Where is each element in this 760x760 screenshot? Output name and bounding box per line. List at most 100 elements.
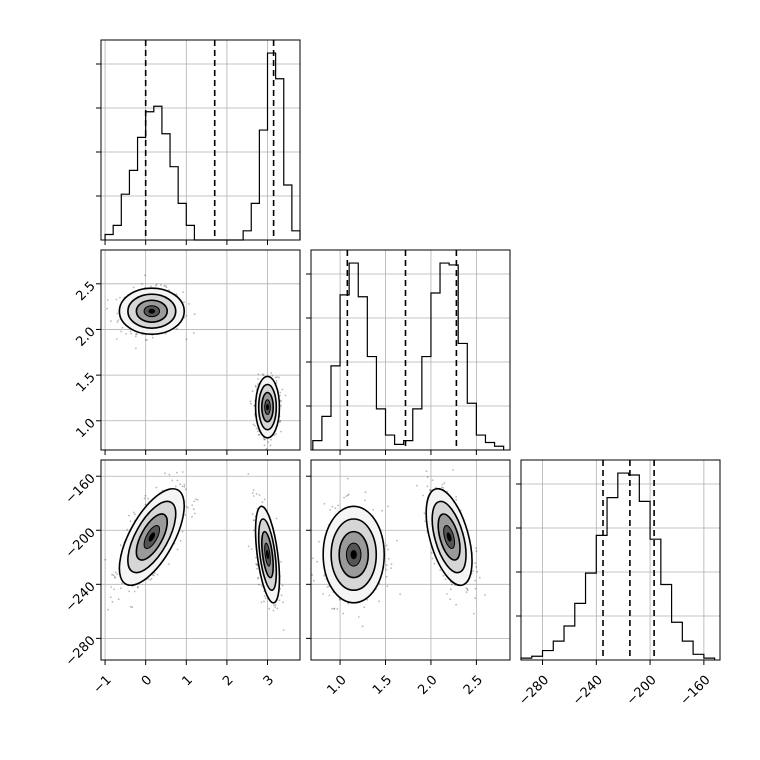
scatter-point — [390, 563, 393, 566]
scatter-point — [423, 512, 426, 515]
scatter-point — [181, 485, 184, 488]
scatter-point — [264, 438, 266, 441]
scatter-point — [253, 424, 256, 427]
scatter-point — [247, 473, 250, 475]
scatter-point — [263, 438, 265, 441]
scatter-point — [274, 606, 277, 609]
scatter-point — [331, 505, 334, 508]
scatter-point — [119, 544, 122, 547]
y-tick-label: 1.5 — [73, 370, 98, 395]
scatter-point — [347, 602, 349, 605]
scatter-point — [257, 373, 260, 376]
scatter-point — [168, 473, 171, 476]
scatter-2-1 — [311, 469, 486, 628]
scatter-point — [112, 574, 115, 577]
scatter-point — [364, 491, 367, 494]
scatter-point — [431, 479, 434, 481]
scatter-point — [184, 514, 187, 516]
histogram-p1 — [312, 262, 505, 450]
scatter-point — [263, 444, 266, 447]
scatter-point — [312, 557, 314, 560]
scatter-point — [422, 494, 425, 497]
scatter-point — [111, 573, 113, 576]
scatter-point — [347, 493, 350, 496]
scatter-point — [196, 498, 199, 501]
scatter-point — [144, 274, 146, 277]
scatter-point — [278, 599, 281, 602]
contour-level-4 — [350, 549, 357, 560]
scatter-point — [476, 570, 479, 573]
scatter-point — [357, 616, 360, 618]
scatter-point — [115, 338, 118, 340]
scatter-point — [431, 557, 434, 560]
y-tick-label: −280 — [63, 633, 99, 669]
scatter-point — [183, 301, 185, 304]
scatter-point — [257, 576, 260, 579]
scatter-point — [441, 483, 444, 486]
scatter-point — [144, 339, 147, 341]
scatter-point — [466, 588, 469, 590]
panel-frame — [100, 39, 301, 241]
scatter-point — [475, 547, 477, 549]
scatter-point — [252, 423, 255, 426]
scatter-point — [326, 586, 329, 588]
scatter-point — [114, 576, 116, 578]
scatter-point — [472, 570, 474, 573]
y-tick-label: 2.0 — [73, 325, 98, 350]
scatter-point — [426, 485, 429, 488]
x-tick-label: 2 — [220, 673, 236, 689]
scatter-point — [439, 569, 442, 572]
scatter-point — [311, 574, 314, 576]
scatter-point — [263, 498, 266, 501]
scatter-point — [130, 332, 133, 335]
scatter-point — [191, 515, 193, 518]
x-tick-label: 1 — [179, 673, 195, 689]
scatter-point — [253, 519, 256, 522]
scatter-point — [429, 489, 432, 491]
panel-0-0 — [101, 40, 300, 240]
scatter-point — [193, 313, 196, 316]
panel-2-2 — [521, 460, 720, 660]
x-tick-label: −200 — [624, 673, 660, 709]
scatter-point — [171, 479, 174, 482]
scatter-point — [252, 495, 255, 497]
scatter-point — [265, 447, 268, 450]
scatter-point — [144, 503, 147, 506]
scatter-point — [465, 587, 468, 589]
scatter-point — [250, 402, 252, 405]
scatter-point — [331, 607, 333, 610]
scatter-point — [328, 594, 331, 597]
scatter-point — [256, 563, 258, 566]
scatter-point — [343, 496, 345, 499]
scatter-point — [455, 603, 457, 606]
scatter-point — [113, 588, 116, 591]
scatter-point — [455, 496, 457, 498]
scatter-point — [433, 562, 436, 565]
scatter-point — [156, 573, 159, 576]
scatter-point — [268, 607, 271, 610]
scatter-point — [363, 606, 366, 609]
scatter-point — [119, 296, 121, 299]
scatter-point — [109, 596, 112, 599]
scatter-point — [346, 477, 349, 480]
scatter-point — [116, 312, 119, 315]
scatter-point — [416, 484, 418, 487]
scatter-point — [176, 479, 179, 482]
scatter-point — [136, 333, 138, 336]
scatter-point — [385, 568, 388, 571]
scatter-point — [117, 319, 120, 322]
contour-level-4 — [265, 403, 270, 411]
scatter-point — [257, 434, 260, 436]
scatter-point — [258, 583, 260, 586]
scatter-point — [264, 452, 266, 454]
scatter-point — [188, 303, 190, 305]
scatter-point — [143, 497, 146, 500]
scatter-point — [193, 500, 196, 503]
scatter-point — [270, 438, 272, 441]
scatter-point — [125, 333, 127, 335]
scatter-point — [430, 552, 433, 554]
scatter-point — [339, 599, 341, 601]
scatter-point — [443, 482, 446, 484]
scatter-point — [176, 548, 179, 551]
histogram-p0 — [104, 52, 301, 241]
